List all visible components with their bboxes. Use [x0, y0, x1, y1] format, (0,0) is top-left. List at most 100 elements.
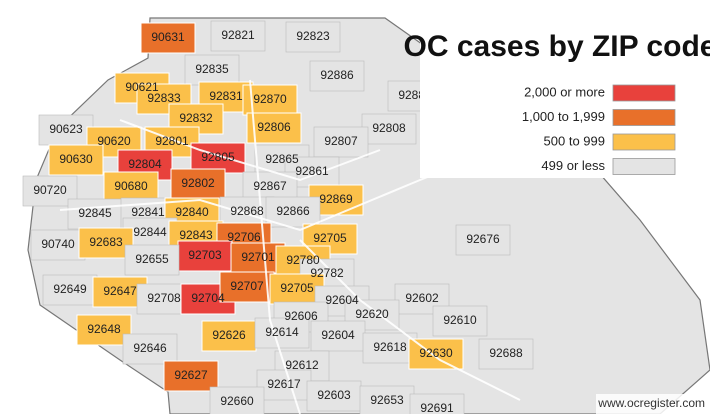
zip-label: 92843 [179, 228, 213, 242]
zip-area [76, 314, 132, 346]
zip-area [361, 113, 417, 145]
zip-label: 92865 [265, 152, 299, 166]
zip-area [190, 142, 246, 174]
zip-label: 92610 [443, 313, 477, 327]
zip-label: 92844 [133, 225, 167, 239]
zip-area [309, 60, 365, 92]
zip-label: 92801 [155, 134, 189, 148]
zip-label: 92676 [466, 232, 500, 246]
zip-label: 92804 [128, 157, 162, 171]
zip-label: 90623 [49, 122, 83, 136]
zip-label: 92630 [419, 346, 453, 360]
zip-label: 92705 [313, 231, 347, 245]
zip-area [359, 385, 415, 414]
zip-label: 92660 [220, 394, 254, 408]
zip-area [122, 333, 178, 365]
zip-area [210, 20, 266, 52]
zip-area [409, 393, 465, 414]
legend-swatch [612, 109, 676, 126]
zip-area [209, 386, 265, 414]
zip-label: 92870 [253, 92, 287, 106]
zip-area [140, 22, 196, 54]
zip-label: 92823 [296, 29, 330, 43]
zip-area [201, 320, 257, 352]
zip-label: 92805 [201, 150, 235, 164]
zip-label: 92602 [405, 291, 439, 305]
zip-label: 92653 [370, 393, 404, 407]
zip-label: 92614 [265, 325, 299, 339]
zip-area [219, 196, 275, 228]
zip-label: 92655 [135, 252, 169, 266]
zip-label: 92618 [373, 340, 407, 354]
zip-area [170, 168, 226, 200]
zip-area [362, 332, 418, 364]
zip-label: 92604 [325, 293, 359, 307]
zip-label: 92868 [230, 204, 264, 218]
zip-label: 92649 [53, 282, 87, 296]
zip-label: 92603 [317, 388, 351, 402]
zip-label: 92782 [310, 266, 344, 280]
zip-area [313, 126, 369, 158]
zip-label: 90620 [97, 134, 131, 148]
zip-label: 92606 [284, 309, 318, 323]
zip-label: 92688 [489, 346, 523, 360]
zip-area [78, 227, 134, 259]
zip-label: 92841 [131, 205, 165, 219]
zip-area [455, 224, 511, 256]
zip-area [285, 21, 341, 53]
zip-area [163, 360, 219, 392]
zip-area [310, 320, 366, 352]
zip-label: 90631 [151, 30, 185, 44]
legend-label: 500 to 999 [544, 133, 605, 148]
legend-background [420, 28, 705, 178]
zip-area [124, 244, 180, 276]
zip-area [48, 144, 104, 176]
zip-area [30, 229, 86, 261]
zip-area [42, 274, 98, 306]
zip-label: 92604 [321, 328, 355, 342]
zip-label: 92806 [257, 120, 291, 134]
zip-label: 92701 [241, 250, 275, 264]
zip-label: 92780 [286, 253, 320, 267]
map-title: OC cases by ZIP code [404, 30, 710, 63]
zip-label: 92683 [89, 235, 123, 249]
zip-label: 92648 [87, 322, 121, 336]
zip-label: 90740 [41, 237, 75, 251]
zip-label: 92861 [295, 164, 329, 178]
zip-area [256, 369, 312, 401]
zip-label: 92627 [174, 368, 208, 382]
zip-label: 92821 [221, 28, 255, 42]
zip-label: 90720 [33, 183, 67, 197]
zip-area [246, 112, 302, 144]
zip-area [478, 338, 534, 370]
zip-label: 92647 [103, 284, 137, 298]
legend-swatch [612, 84, 676, 102]
zip-label: 92620 [355, 307, 389, 321]
zip-label: 92886 [320, 68, 354, 82]
zip-label: 92867 [253, 179, 287, 193]
zip-label: 92840 [175, 205, 209, 219]
zip-label: 92866 [276, 204, 310, 218]
legend-label: 2,000 or more [524, 84, 605, 99]
zip-label: 92808 [372, 121, 406, 135]
credit: www.ocregister.com [597, 396, 705, 410]
zip-label: 92612 [285, 358, 319, 372]
zip-label: 92626 [212, 328, 246, 342]
zip-label: 92832 [179, 111, 213, 125]
zip-label: 90621 [125, 80, 159, 94]
zip-area [184, 54, 240, 86]
zip-label: 92835 [195, 62, 229, 76]
zip-label: 90630 [59, 152, 93, 166]
zip-label: 92707 [230, 279, 264, 293]
zip-label: 92869 [319, 192, 353, 206]
zip-area [254, 317, 310, 349]
credit-background [596, 394, 710, 414]
zip-label: 92703 [188, 248, 222, 262]
zip-label: 92691 [420, 401, 454, 414]
zip-label: 92706 [227, 230, 261, 244]
zip-label: 92807 [324, 134, 358, 148]
zip-area [306, 380, 362, 412]
zip-label: 90680 [114, 179, 148, 193]
